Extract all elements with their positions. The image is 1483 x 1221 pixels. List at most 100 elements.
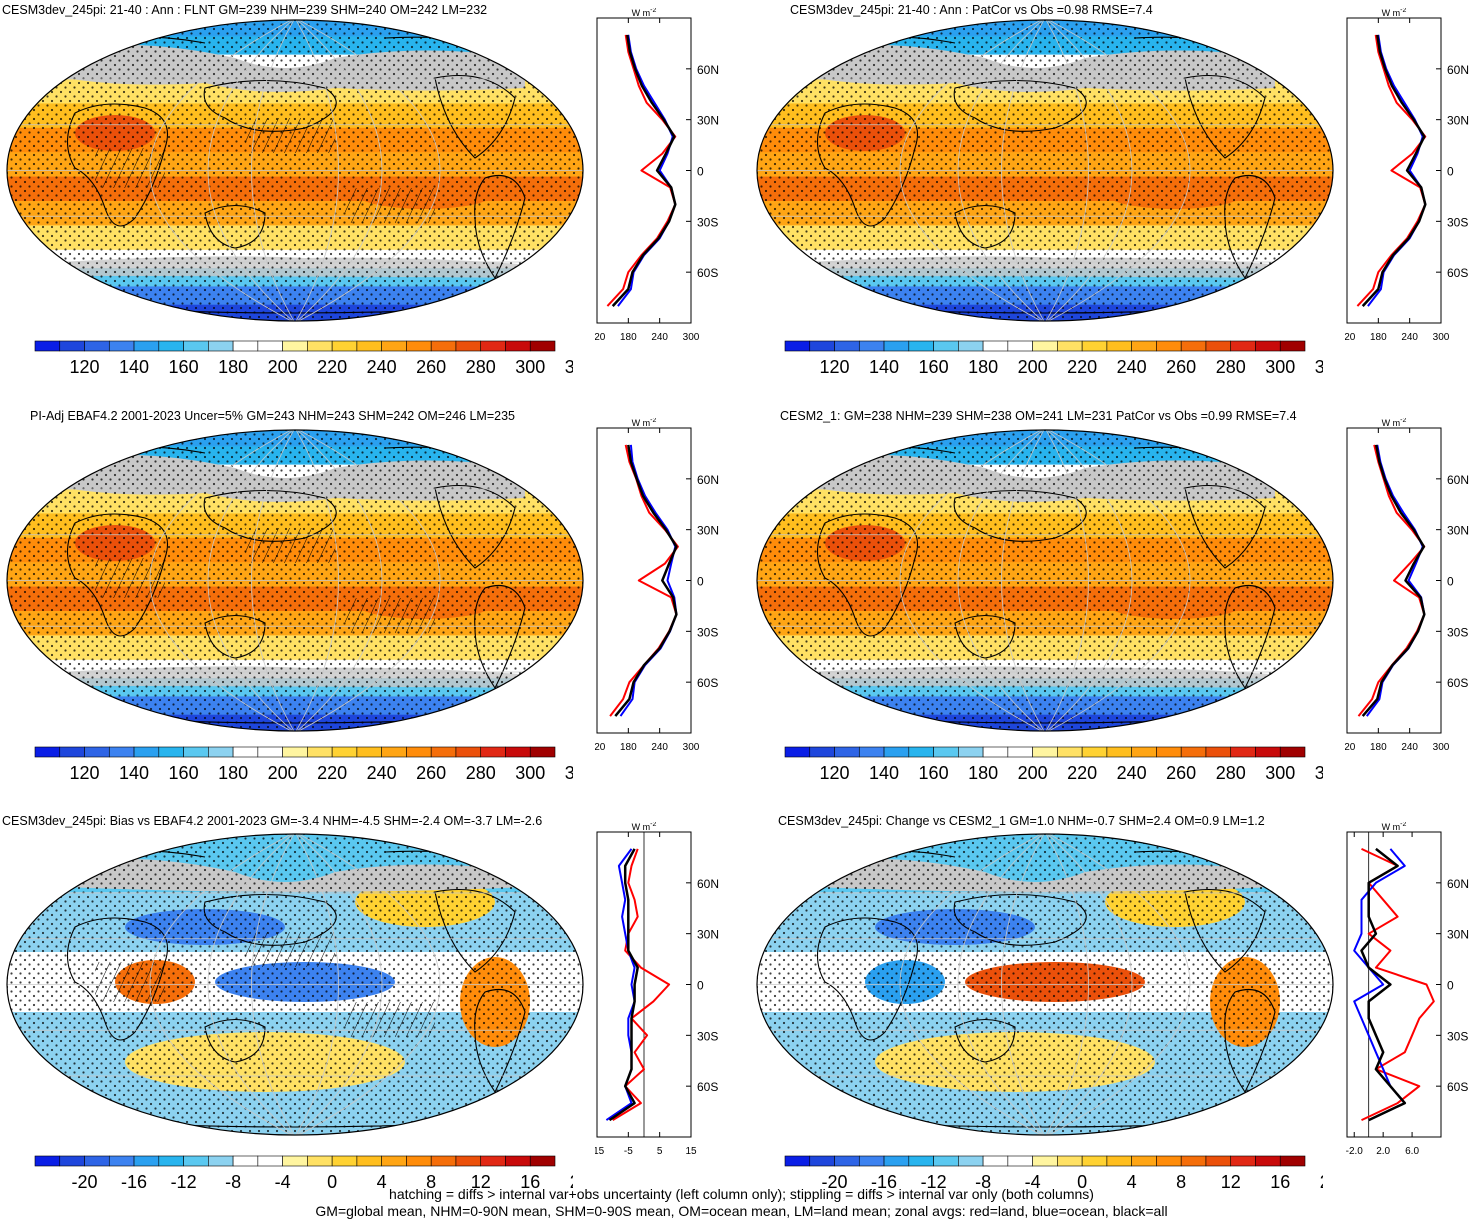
x-tick-label: 120	[1345, 742, 1356, 753]
colorbar-swatch	[183, 1155, 209, 1167]
colorbar-swatch	[529, 340, 556, 352]
colorbar-label: -20	[822, 1172, 848, 1192]
colorbar-swatch	[1205, 1155, 1232, 1167]
map-panel	[756, 19, 1334, 322]
colorbar-swatch	[834, 1155, 860, 1167]
colorbar-swatch	[480, 340, 506, 352]
colorbar-swatch	[331, 746, 358, 758]
lat-label: 30N	[697, 114, 719, 128]
colorbar-label: 220	[1067, 357, 1097, 377]
lat-label: 0	[697, 165, 704, 179]
lat-label: 30N	[1447, 114, 1469, 128]
lat-label: 60S	[1447, 676, 1468, 690]
colorbar-swatch	[480, 746, 506, 758]
colorbar-swatch	[1007, 1155, 1033, 1167]
colorbar-swatch	[1032, 1155, 1058, 1167]
zonal-units: W m-2	[1382, 418, 1407, 428]
colorbar-swatch	[331, 1155, 358, 1167]
colorbar-label: -4	[1025, 1172, 1041, 1192]
colorbar-swatch	[282, 1155, 308, 1167]
lat-label: 30S	[697, 625, 718, 639]
colorbar-label: 120	[820, 357, 850, 377]
colorbar-label: 320	[565, 357, 573, 377]
colorbar-label: 16	[1270, 1172, 1290, 1192]
zonal-series-line	[1356, 34, 1427, 307]
colorbar-label: 280	[466, 763, 496, 783]
panel-title: CESM3dev_245pi: Bias vs EBAF4.2 2001-202…	[2, 814, 543, 828]
colorbar: -20 -16 -12 -8 -4 0 4 8 12 16 20	[34, 1155, 573, 1192]
x-tick-label: 300	[1433, 742, 1450, 753]
lat-label: 60S	[1447, 266, 1468, 280]
map-panel	[6, 833, 584, 1136]
colorbar-label: 260	[416, 357, 446, 377]
colorbar-swatch	[1131, 746, 1157, 758]
colorbar-swatch	[784, 340, 811, 352]
zonal-mean-plot: 60N 30N 0 30S 60S 120 180 240 300 W m-2	[1345, 418, 1469, 753]
lat-label: 30S	[697, 215, 718, 229]
colorbar: -20 -16 -12 -8 -4 0 4 8 12 16 20	[784, 1155, 1323, 1192]
lat-label: 60N	[697, 63, 719, 77]
colorbar-label: 200	[1018, 763, 1048, 783]
colorbar-swatch	[834, 746, 860, 758]
x-tick-label: 180	[1370, 332, 1387, 343]
colorbar-swatch	[858, 1155, 885, 1167]
colorbar-swatch	[282, 340, 308, 352]
colorbar-swatch	[933, 746, 959, 758]
colorbar-swatch	[982, 746, 1009, 758]
colorbar-swatch	[331, 340, 358, 352]
colorbar-swatch	[1255, 1155, 1281, 1167]
lat-label: 60N	[697, 473, 719, 487]
colorbar-label: -16	[121, 1172, 147, 1192]
colorbar-label: 12	[471, 1172, 491, 1192]
colorbar-label: 280	[1216, 357, 1246, 377]
x-tick-label: 300	[683, 332, 700, 343]
colorbar-label: 260	[1166, 763, 1196, 783]
colorbar-swatch	[406, 746, 432, 758]
zonal-series-line	[611, 34, 677, 307]
colorbar-swatch	[1057, 340, 1083, 352]
colorbar-label: 140	[119, 357, 149, 377]
colorbar-swatch	[183, 340, 209, 352]
colorbar-swatch	[1230, 746, 1256, 758]
lat-label: 30S	[1447, 625, 1468, 639]
zonal-series-line	[1361, 847, 1435, 1122]
zonal-units: W m-2	[632, 822, 657, 832]
lat-label: 60N	[1447, 877, 1469, 891]
panel-title: CESM3dev_245pi: 21-40 : Ann : PatCor vs …	[790, 3, 1153, 17]
colorbar-swatch	[1180, 746, 1207, 758]
x-tick-label: 300	[683, 742, 700, 753]
colorbar-label: 160	[919, 763, 949, 783]
colorbar-label: -12	[921, 1172, 947, 1192]
x-tick-label: 2.0	[1376, 1146, 1390, 1157]
colorbar-label: 140	[119, 763, 149, 783]
colorbar-label: 240	[1117, 763, 1147, 783]
colorbar-swatch	[208, 1155, 234, 1167]
colorbar-swatch	[908, 340, 934, 352]
colorbar-swatch	[1279, 1155, 1306, 1167]
lat-label: 30S	[697, 1029, 718, 1043]
colorbar-label: 0	[327, 1172, 337, 1192]
colorbar-swatch	[307, 340, 333, 352]
colorbar-swatch	[1205, 746, 1232, 758]
colorbar-swatch	[1205, 340, 1232, 352]
colorbar-label: 200	[1018, 357, 1048, 377]
lat-label: 60S	[1447, 1080, 1468, 1094]
colorbar-swatch	[208, 340, 234, 352]
colorbar-swatch	[1007, 746, 1033, 758]
colorbar-swatch	[834, 340, 860, 352]
zonal-units: W m-2	[632, 8, 657, 18]
colorbar-label: 300	[1265, 763, 1295, 783]
panel-title: CESM3dev_245pi: Change vs CESM2_1 GM=1.0…	[778, 814, 1265, 828]
zonal-mean-plot: 60N 30N 0 30S 60S 120 180 240 300 W m-2	[595, 8, 719, 343]
x-tick-label: 240	[1401, 742, 1418, 753]
x-tick-label: 240	[651, 332, 668, 343]
zonal-series-line	[1357, 444, 1426, 717]
colorbar-swatch	[34, 746, 61, 758]
colorbar-swatch	[208, 746, 234, 758]
colorbar-swatch	[455, 340, 482, 352]
colorbar-label: 8	[426, 1172, 436, 1192]
colorbar-swatch	[933, 1155, 959, 1167]
colorbar-label: 20	[1320, 1172, 1323, 1192]
x-tick-label: 180	[1370, 742, 1387, 753]
colorbar-label: 300	[515, 763, 545, 783]
